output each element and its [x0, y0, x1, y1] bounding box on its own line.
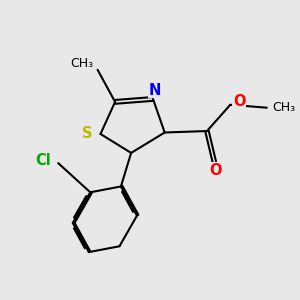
- Text: O: O: [209, 163, 222, 178]
- Text: CH₃: CH₃: [273, 101, 296, 114]
- Text: O: O: [233, 94, 245, 110]
- Text: CH₃: CH₃: [70, 57, 93, 70]
- Text: N: N: [148, 83, 161, 98]
- Text: Cl: Cl: [36, 153, 52, 168]
- Text: S: S: [82, 127, 93, 142]
